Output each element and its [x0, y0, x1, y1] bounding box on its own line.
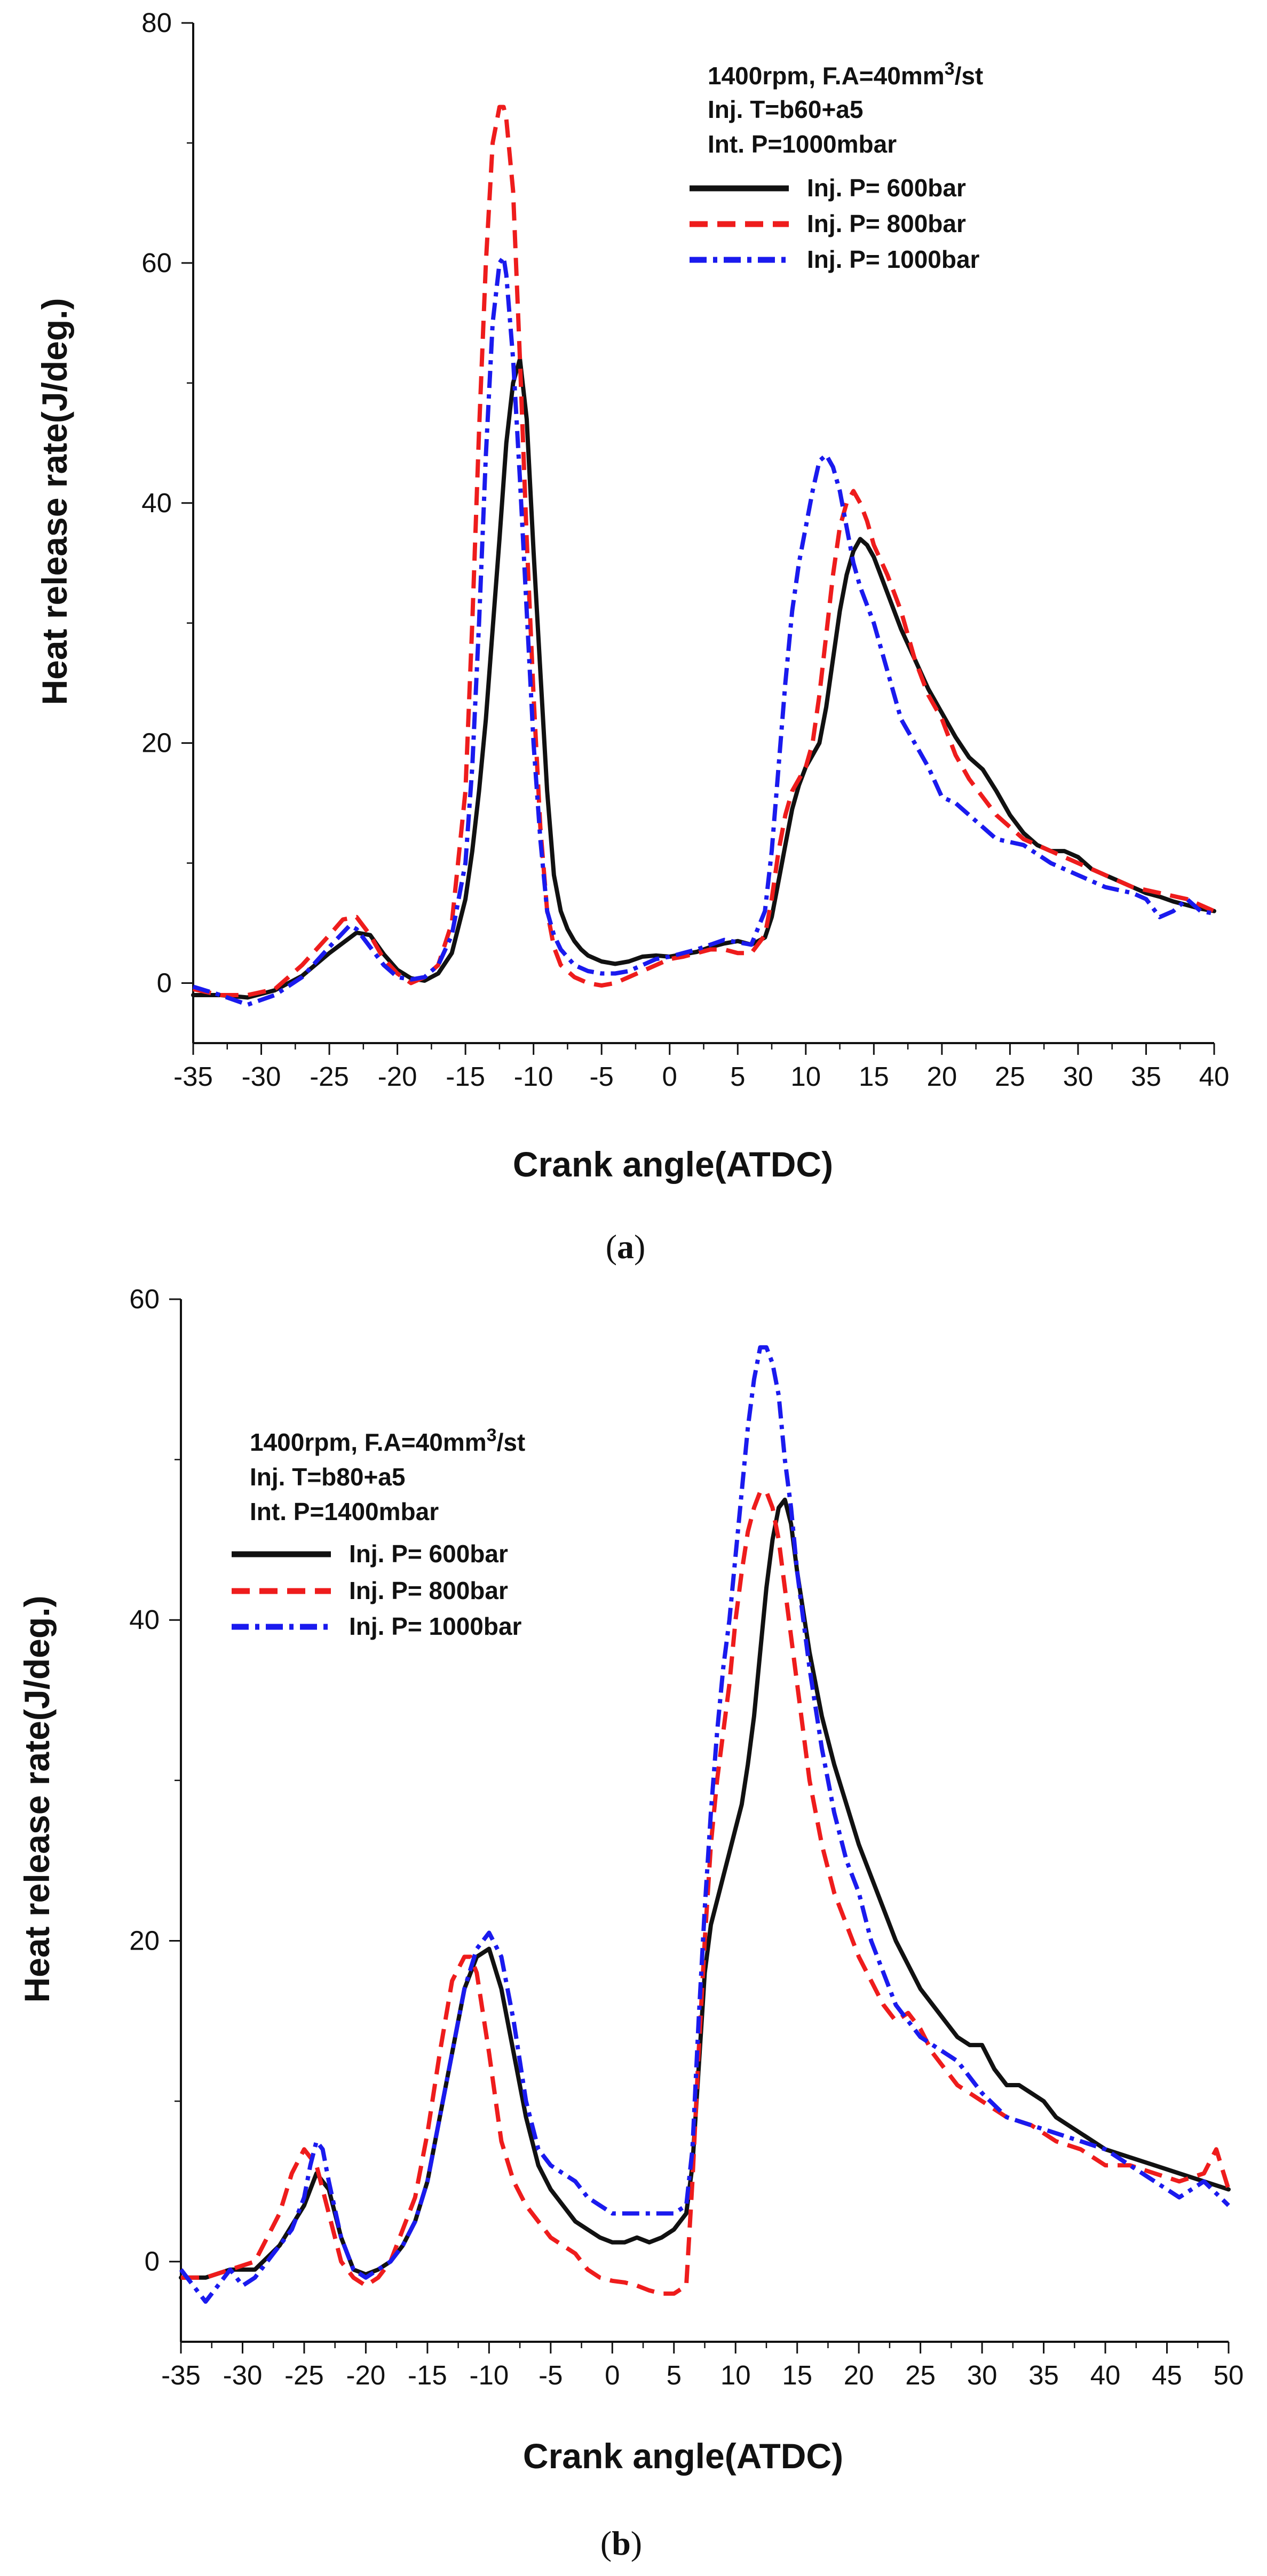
panel-a-y-tick-label: 80	[141, 7, 172, 38]
panel-a-annotation-line1: 1400rpm, F.A=40mm3/st	[708, 59, 983, 90]
panel-a-x-tick-label: -15	[446, 1061, 485, 1092]
panel-b-legend-entry-600: Inj. P= 600bar	[232, 1540, 508, 1568]
panel-b-x-axis-title: Crank angle(ATDC)	[523, 2436, 843, 2476]
panel-a-legend-label-600: Inj. P= 600bar	[807, 174, 966, 202]
panel-b-annotation-line3: Int. P=1400mbar	[250, 1498, 439, 1525]
panel-b-legend-entry-800: Inj. P= 800bar	[232, 1577, 508, 1604]
panel-a-annotation: 1400rpm, F.A=40mm3/st Inj. T=b60+a5 Int.…	[708, 59, 983, 158]
panel-a-x-tick-label: -20	[378, 1061, 417, 1092]
panel-a: -35 -30 -25 -20 -15 -10 -5 0 5 10 15 20 25 30 35 40 0 20 4…	[35, 7, 1229, 1266]
panel-b-plot-layer: -35 -30 -25 -20 -15 -10 -5 0 5 10 15 20 25 30 35 40 45 50…	[129, 1284, 1244, 2390]
panel-a-label: (a)	[606, 1228, 646, 1266]
panel-b-x-tick-label: 30	[967, 2360, 997, 2390]
panel-a-legend: Inj. P= 600bar Inj. P= 800bar Inj. P= 10…	[690, 174, 980, 273]
panel-a-legend-label-800: Inj. P= 800bar	[807, 210, 966, 237]
panel-b-x-tick-label: 20	[844, 2360, 874, 2390]
panel-a-x-tick-label: 25	[995, 1061, 1025, 1092]
panel-a-x-tick-label: 15	[859, 1061, 889, 1092]
panel-a-x-tick-label: -10	[514, 1061, 553, 1092]
panel-b-x-tick-label: -10	[469, 2360, 509, 2390]
panel-b-y-tick-label: 0	[145, 2246, 160, 2277]
panel-b-x-tick-label: 45	[1152, 2360, 1182, 2390]
panel-b-series-line-1000	[179, 1345, 1230, 2304]
panel-b-y-tick-label: 40	[129, 1604, 160, 1635]
panel-b-legend-label-600: Inj. P= 600bar	[349, 1540, 508, 1568]
panel-b: -35 -30 -25 -20 -15 -10 -5 0 5 10 15 20 25 30 35 40 45 50…	[17, 1284, 1244, 2562]
panel-b-x-tick-label: 50	[1214, 2360, 1244, 2390]
panel-a-x-tick-label: -30	[242, 1061, 281, 1092]
panel-a-annotation-line3: Int. P=1000mbar	[708, 130, 897, 158]
panel-a-legend-entry-800: Inj. P= 800bar	[690, 210, 966, 237]
panel-a-x-tick-label: -35	[173, 1061, 213, 1092]
panel-b-x-tick-label: -35	[161, 2360, 201, 2390]
panel-b-legend-label-800: Inj. P= 800bar	[349, 1577, 508, 1604]
panel-a-annotation-line1-suffix: /st	[955, 62, 984, 90]
panel-b-x-tick-label: 0	[605, 2360, 620, 2390]
panel-b-legend-label-1000: Inj. P= 1000bar	[349, 1612, 522, 1640]
panel-a-x-axis-title: Crank angle(ATDC)	[513, 1144, 833, 1184]
panel-a-x-tick-label: -25	[310, 1061, 349, 1092]
panel-b-x-tick-label: 25	[905, 2360, 936, 2390]
panel-b-x-tick-label: 40	[1090, 2360, 1121, 2390]
panel-b-annotation-line1-main: 1400rpm, F.A=40mm	[250, 1428, 487, 1456]
panel-a-annotation-line1-sup: 3	[945, 59, 955, 79]
panel-b-legend-entry-1000: Inj. P= 1000bar	[232, 1612, 522, 1640]
panel-a-annotation-line2: Inj. T=b60+a5	[708, 96, 863, 123]
panel-b-x-tick-label: 10	[720, 2360, 751, 2390]
panel-a-x-tick-label: 0	[662, 1061, 677, 1092]
panel-a-legend-label-1000: Inj. P= 1000bar	[807, 245, 980, 273]
panel-a-y-tick-label: 20	[141, 728, 172, 758]
panel-b-y-tick-label: 20	[129, 1925, 160, 1955]
panel-b-x-tick-label: 35	[1028, 2360, 1059, 2390]
panel-b-x-tick-label: -5	[539, 2360, 563, 2390]
panel-a-x-tick-label: 20	[927, 1061, 957, 1092]
panel-a-label-letter: a	[617, 1228, 634, 1266]
panel-a-series-line-1000	[192, 255, 1215, 1007]
panel-b-x-tick-label: -30	[223, 2360, 263, 2390]
panel-a-x-tick-label: 40	[1199, 1061, 1230, 1092]
panel-b-y-tick-label: 60	[129, 1284, 160, 1314]
panel-b-label-letter: b	[612, 2524, 631, 2562]
panel-b-y-axis-title: Heat release rate(J/deg.)	[17, 1595, 57, 2002]
panel-b-x-tick-label: -15	[408, 2360, 447, 2390]
panel-b-annotation-line1: 1400rpm, F.A=40mm3/st	[250, 1425, 525, 1456]
panel-a-y-tick-label: 0	[157, 968, 172, 998]
panel-a-y-tick-label: 60	[141, 248, 172, 278]
panel-a-annotation-line1-main: 1400rpm, F.A=40mm	[708, 62, 945, 90]
panel-b-annotation-line2: Inj. T=b80+a5	[250, 1463, 405, 1491]
panel-b-annotation-line1-suffix: /st	[497, 1428, 526, 1456]
panel-a-plot-layer: -35 -30 -25 -20 -15 -10 -5 0 5 10 15 20 25 30 35 40 0 20 4…	[141, 7, 1229, 1092]
panel-a-y-tick-label: 40	[141, 488, 172, 518]
panel-a-x-tick-label: 35	[1131, 1061, 1161, 1092]
panel-a-legend-entry-600: Inj. P= 600bar	[690, 174, 966, 202]
panel-b-annotation-line1-sup: 3	[487, 1425, 497, 1445]
panel-a-x-tick-label: 30	[1063, 1061, 1094, 1092]
panel-b-x-tick-label: -25	[284, 2360, 324, 2390]
panel-a-x-tick-label: -5	[590, 1061, 614, 1092]
panel-b-x-tick-label: 15	[782, 2360, 812, 2390]
panel-b-legend: Inj. P= 600bar Inj. P= 800bar Inj. P= 10…	[232, 1540, 522, 1640]
panel-a-legend-entry-1000: Inj. P= 1000bar	[690, 245, 980, 273]
panel-b-x-tick-label: -20	[346, 2360, 386, 2390]
panel-b-label: (b)	[600, 2524, 642, 2562]
panel-a-y-axis-title: Heat release rate(J/deg.)	[35, 298, 74, 705]
panel-a-x-tick-label: 5	[730, 1061, 745, 1092]
panel-b-annotation: 1400rpm, F.A=40mm3/st Inj. T=b80+a5 Int.…	[250, 1425, 525, 1525]
panel-a-x-tick-label: 10	[790, 1061, 821, 1092]
panel-b-x-tick-label: 5	[667, 2360, 682, 2390]
